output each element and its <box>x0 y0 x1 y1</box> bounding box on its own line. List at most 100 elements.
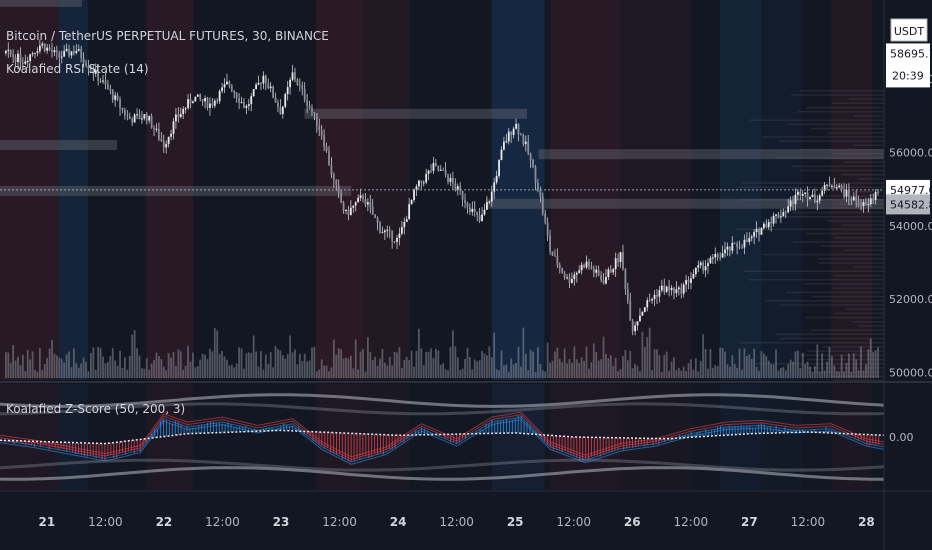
candle-body[interactable] <box>643 307 646 312</box>
candle-body[interactable] <box>813 194 816 203</box>
candle-body[interactable] <box>634 325 637 332</box>
candle-body[interactable] <box>818 195 821 201</box>
candle-body[interactable] <box>102 80 104 82</box>
rsi-indicator-label[interactable]: Koalafied RSI State (14) <box>6 62 149 76</box>
candle-body[interactable] <box>483 209 486 215</box>
candle-body[interactable] <box>476 211 479 216</box>
candle-body[interactable] <box>87 65 90 69</box>
candle-body[interactable] <box>24 61 27 64</box>
candle-body[interactable] <box>561 268 564 274</box>
candle-body[interactable] <box>155 128 158 130</box>
candle-body[interactable] <box>349 207 352 215</box>
candle-body[interactable] <box>85 63 87 66</box>
candle-body[interactable] <box>167 136 170 144</box>
candle-body[interactable] <box>264 75 267 84</box>
candle-body[interactable] <box>298 84 301 86</box>
candle-body[interactable] <box>486 202 488 210</box>
candle-body[interactable] <box>281 106 284 115</box>
candle-body[interactable] <box>325 147 328 151</box>
candle-body[interactable] <box>495 175 498 183</box>
candle-body[interactable] <box>126 115 129 117</box>
candle-body[interactable] <box>578 270 581 273</box>
candle-body[interactable] <box>320 130 323 136</box>
candle-body[interactable] <box>529 153 532 161</box>
candle-body[interactable] <box>294 72 296 80</box>
candle-body[interactable] <box>77 49 80 51</box>
candle-body[interactable] <box>315 113 318 127</box>
candle-body[interactable] <box>855 196 858 202</box>
candle-body[interactable] <box>845 189 848 197</box>
candle-body[interactable] <box>821 190 824 196</box>
candle-body[interactable] <box>172 121 175 134</box>
candle-body[interactable] <box>544 213 547 223</box>
candle-body[interactable] <box>792 200 794 204</box>
candle-body[interactable] <box>646 300 649 308</box>
candle-body[interactable] <box>663 285 666 292</box>
candle-body[interactable] <box>500 149 503 161</box>
candle-body[interactable] <box>228 81 231 86</box>
candle-body[interactable] <box>439 169 442 171</box>
candle-body[interactable] <box>221 87 223 91</box>
candle-body[interactable] <box>211 103 214 106</box>
candle-body[interactable] <box>539 190 542 197</box>
candle-body[interactable] <box>124 109 126 116</box>
candle-body[interactable] <box>872 198 875 200</box>
candle-body[interactable] <box>775 214 777 216</box>
candle-body[interactable] <box>619 252 622 263</box>
candle-body[interactable] <box>498 160 500 176</box>
candle-body[interactable] <box>403 221 406 228</box>
candle-body[interactable] <box>772 215 775 224</box>
candle-body[interactable] <box>826 184 828 186</box>
candle-body[interactable] <box>46 47 49 51</box>
candle-body[interactable] <box>789 200 792 207</box>
candle-body[interactable] <box>624 269 627 290</box>
candle-body[interactable] <box>255 84 257 90</box>
candle-body[interactable] <box>741 247 743 249</box>
candle-body[interactable] <box>592 268 595 273</box>
candle-body[interactable] <box>97 69 100 81</box>
candle-body[interactable] <box>794 194 797 204</box>
candle-body[interactable] <box>580 264 583 271</box>
candle-body[interactable] <box>677 287 680 290</box>
candle-body[interactable] <box>656 294 658 297</box>
candle-body[interactable] <box>63 50 66 57</box>
candle-body[interactable] <box>692 274 695 279</box>
candle-body[interactable] <box>714 253 717 258</box>
candle-body[interactable] <box>753 232 756 237</box>
candle-body[interactable] <box>17 53 19 63</box>
candle-body[interactable] <box>466 202 469 208</box>
candle-body[interactable] <box>563 273 566 278</box>
candle-body[interactable] <box>286 87 289 94</box>
candle-body[interactable] <box>447 175 449 182</box>
candle-body[interactable] <box>357 197 360 203</box>
candle-body[interactable] <box>29 54 32 62</box>
candle-body[interactable] <box>765 223 768 228</box>
candle-body[interactable] <box>427 170 430 174</box>
candle-body[interactable] <box>566 277 568 279</box>
candle-body[interactable] <box>709 257 712 264</box>
candle-body[interactable] <box>434 163 437 166</box>
candle-body[interactable] <box>235 92 238 99</box>
candle-body[interactable] <box>748 238 751 242</box>
candle-body[interactable] <box>454 183 457 190</box>
candle-body[interactable] <box>843 189 845 197</box>
candle-body[interactable] <box>393 241 396 243</box>
candle-body[interactable] <box>415 186 418 190</box>
candle-body[interactable] <box>106 84 109 89</box>
candle-body[interactable] <box>442 169 445 171</box>
candle-body[interactable] <box>568 277 571 283</box>
candle-body[interactable] <box>206 97 209 108</box>
candle-body[interactable] <box>308 105 311 108</box>
candle-body[interactable] <box>857 201 860 206</box>
candle-body[interactable] <box>371 206 374 215</box>
candle-body[interactable] <box>631 320 634 332</box>
candle-body[interactable] <box>379 222 381 233</box>
candle-body[interactable] <box>782 212 785 217</box>
candle-body[interactable] <box>189 99 192 104</box>
candle-body[interactable] <box>252 89 255 97</box>
candle-body[interactable] <box>128 116 131 120</box>
candle-body[interactable] <box>9 49 12 55</box>
candle-body[interactable] <box>607 269 610 278</box>
candle-body[interactable] <box>376 217 379 223</box>
candle-body[interactable] <box>65 48 68 51</box>
